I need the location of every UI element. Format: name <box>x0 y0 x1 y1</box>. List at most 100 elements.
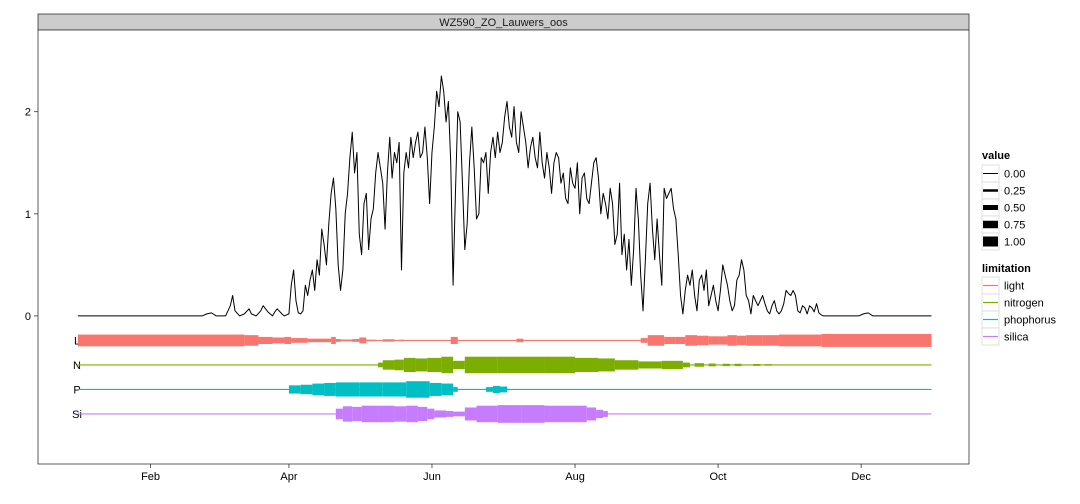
band-segment-silica <box>446 411 454 417</box>
band-segment-nitrogen <box>382 360 395 370</box>
band-segment-silica <box>464 407 477 421</box>
band-segment-light <box>779 334 803 347</box>
band-segment-nitrogen <box>378 362 383 368</box>
band-segment-light <box>331 336 336 344</box>
band-segment-silica <box>567 405 587 423</box>
band-segment-nitrogen <box>544 356 576 374</box>
band-segment-light <box>272 337 285 344</box>
band-segment-phophorus <box>312 383 325 396</box>
band-segment-phophorus <box>324 382 336 396</box>
band-segment-phophorus <box>485 387 493 392</box>
band-segment-silica <box>521 405 545 423</box>
band-segment-silica <box>596 409 604 419</box>
legend-limitation-label: nitrogen <box>1004 298 1044 310</box>
band-segment-light <box>746 335 763 346</box>
value-series <box>77 75 932 317</box>
band-segment-nitrogen <box>415 358 428 372</box>
band-segment-silica <box>434 410 447 418</box>
band-segment-silica <box>394 406 407 422</box>
facet-label: WZ590_ZO_Lauwers_oos <box>439 17 568 29</box>
legend-value-label: 0.00 <box>1004 169 1025 181</box>
band-label-L: L <box>74 335 80 347</box>
band-segment-light <box>647 335 665 346</box>
band-segment-silica <box>342 406 353 422</box>
band-segment-nitrogen <box>575 357 599 373</box>
band-segment-nitrogen <box>734 363 742 367</box>
value-line <box>77 75 932 317</box>
band-segment-nitrogen <box>614 360 639 370</box>
band-segment-nitrogen <box>764 364 773 366</box>
band-segment-nitrogen <box>694 363 705 367</box>
band-segment-silica <box>497 405 522 423</box>
legend-limitation: limitation light nitrogen phophorus silica <box>981 263 1056 346</box>
x-tick-label: Dec <box>851 471 871 483</box>
band-label-P: P <box>73 384 80 396</box>
band-segment-phophorus <box>335 382 360 397</box>
band-segment-nitrogen <box>682 362 690 368</box>
band-segment-silica <box>406 405 418 423</box>
legend-limitation-label: light <box>1004 281 1024 293</box>
legend-value: value 0.00 0.25 0.50 0.75 1.00 <box>981 150 1025 251</box>
band-segment-nitrogen <box>427 357 442 373</box>
band-segment-phophorus <box>300 384 313 395</box>
band-segment-silica <box>417 406 428 422</box>
band-segment-light <box>696 335 709 346</box>
band-segment-light <box>762 335 780 346</box>
legend-value-label: 0.50 <box>1004 203 1025 215</box>
y-tick-label: 2 <box>25 107 31 119</box>
band-segment-light <box>727 335 737 346</box>
band-segment-light <box>685 335 697 346</box>
band-segment-nitrogen <box>441 356 454 374</box>
legend-value-label: 0.25 <box>1004 186 1025 198</box>
legend-value-title: value <box>982 150 1010 162</box>
x-tick-label: Feb <box>141 471 160 483</box>
limitation-band-labels: L NP Si <box>72 335 82 421</box>
band-label-N: N <box>73 360 81 372</box>
band-segment-silica <box>378 405 395 423</box>
band-segment-nitrogen <box>708 363 716 367</box>
band-segment-light <box>366 339 376 342</box>
band-segment-phophorus <box>359 382 383 397</box>
band-segment-light <box>675 336 686 344</box>
band-segment-phophorus <box>429 382 442 396</box>
band-segment-light <box>382 339 395 342</box>
legend-value-label: 1.00 <box>1004 237 1025 249</box>
band-segment-silica <box>453 411 465 417</box>
band-segment-light <box>307 338 332 343</box>
band-segment-light <box>352 339 360 342</box>
x-tick-label: Oct <box>710 471 727 483</box>
band-segment-light <box>359 337 367 344</box>
legend-limitation-title: limitation <box>982 263 1031 275</box>
band-segment-nitrogen <box>453 360 465 370</box>
x-tick-label: Jun <box>423 471 441 483</box>
band-segment-light <box>399 339 404 342</box>
band-segment-silica <box>476 405 498 423</box>
band-segment-nitrogen <box>403 357 416 373</box>
band-segment-light <box>284 336 292 344</box>
x-axis: Feb Apr Jun Aug Oct Dec <box>141 464 871 483</box>
band-segment-silica <box>335 408 343 420</box>
band-segment-nitrogen <box>464 356 498 374</box>
band-segment-phophorus <box>382 382 407 397</box>
plot-panel <box>37 29 970 465</box>
band-segment-phophorus <box>492 385 500 393</box>
band-segment-silica <box>352 406 362 422</box>
band-segment-nitrogen <box>661 360 683 370</box>
band-segment-light <box>340 339 353 342</box>
band-segment-light <box>802 334 822 347</box>
y-tick-label: 0 <box>25 311 31 323</box>
band-segment-nitrogen <box>497 356 545 374</box>
band-segment-light <box>516 338 524 343</box>
legend-limitation-label: phophorus <box>1004 315 1056 327</box>
band-segment-light <box>244 335 259 346</box>
band-segment-light <box>450 336 458 344</box>
band-segment-nitrogen <box>638 361 662 369</box>
band-segment-phophorus <box>288 385 301 394</box>
y-axis: 0 1 2 <box>25 107 38 323</box>
band-segment-phophorus <box>441 383 454 396</box>
band-segment-light <box>821 333 932 347</box>
y-tick-label: 1 <box>25 209 31 221</box>
band-segment-light <box>335 339 341 342</box>
band-segment-nitrogen <box>394 359 404 371</box>
